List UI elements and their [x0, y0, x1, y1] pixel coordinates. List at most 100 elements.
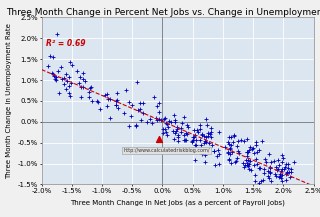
- Point: [157, 138, 162, 141]
- Point: [288, 170, 293, 173]
- Point: [176, 139, 181, 143]
- Point: [202, 141, 207, 145]
- Point: [228, 144, 233, 147]
- Point: [228, 153, 233, 156]
- Point: [50, 72, 55, 76]
- Point: [282, 188, 287, 192]
- Point: [215, 148, 220, 152]
- Point: [248, 159, 253, 163]
- Point: [189, 140, 195, 144]
- Point: [284, 171, 290, 174]
- Point: [209, 126, 214, 130]
- X-axis label: Three Month Change in Net Jobs (as a percent of Payroll Jobs): Three Month Change in Net Jobs (as a per…: [70, 199, 285, 206]
- Point: [193, 139, 198, 142]
- Point: [80, 85, 85, 89]
- Point: [190, 139, 195, 142]
- Y-axis label: Three Month Change in Unemployment Rate: Three Month Change in Unemployment Rate: [6, 23, 12, 179]
- Point: [280, 160, 285, 164]
- Point: [151, 96, 156, 99]
- Point: [268, 165, 273, 169]
- Point: [246, 158, 251, 162]
- Point: [236, 149, 241, 152]
- Point: [256, 148, 261, 152]
- Point: [230, 140, 236, 144]
- Point: [171, 113, 176, 117]
- Point: [80, 77, 85, 80]
- Point: [236, 139, 241, 142]
- Point: [154, 105, 159, 108]
- Point: [181, 138, 187, 142]
- Point: [217, 163, 222, 166]
- Point: [279, 179, 284, 182]
- Point: [253, 143, 259, 146]
- Point: [192, 149, 197, 152]
- Point: [199, 134, 204, 137]
- Point: [98, 107, 103, 110]
- Point: [252, 173, 258, 176]
- Point: [194, 128, 199, 132]
- Point: [253, 141, 259, 144]
- Text: R² = 0.69: R² = 0.69: [46, 39, 86, 48]
- Point: [271, 159, 276, 163]
- Point: [241, 140, 246, 143]
- Point: [162, 128, 167, 131]
- Point: [269, 160, 274, 164]
- Point: [121, 111, 126, 115]
- Point: [115, 91, 120, 95]
- Point: [281, 167, 286, 171]
- Point: [289, 191, 294, 195]
- Point: [163, 122, 168, 125]
- Point: [244, 150, 250, 154]
- Point: [243, 163, 248, 166]
- Point: [245, 150, 251, 153]
- Point: [276, 158, 281, 162]
- Point: [186, 125, 191, 129]
- Point: [275, 184, 280, 187]
- Point: [246, 164, 251, 168]
- Point: [54, 32, 59, 36]
- Point: [227, 136, 232, 139]
- Point: [217, 153, 222, 156]
- Point: [75, 69, 80, 73]
- Point: [68, 81, 73, 85]
- Point: [69, 63, 75, 66]
- Point: [113, 103, 118, 107]
- Point: [66, 75, 71, 78]
- Point: [167, 119, 172, 123]
- Point: [156, 117, 161, 121]
- Point: [168, 120, 173, 123]
- Point: [244, 151, 249, 154]
- Point: [227, 142, 232, 146]
- Point: [278, 169, 284, 173]
- Point: [259, 140, 264, 143]
- Point: [174, 126, 180, 129]
- Point: [205, 134, 211, 137]
- Point: [52, 74, 57, 77]
- Point: [261, 171, 266, 174]
- Point: [114, 99, 119, 103]
- Point: [161, 117, 166, 120]
- Point: [156, 110, 162, 114]
- Point: [126, 101, 132, 104]
- Point: [255, 163, 260, 166]
- Point: [175, 135, 180, 138]
- Point: [68, 94, 73, 97]
- Point: [55, 69, 60, 73]
- Point: [172, 120, 177, 124]
- Point: [105, 97, 110, 101]
- Point: [178, 130, 183, 133]
- Point: [287, 170, 292, 174]
- Point: [185, 123, 190, 127]
- Point: [264, 161, 269, 164]
- Point: [235, 145, 240, 148]
- Point: [191, 128, 196, 131]
- Point: [66, 84, 71, 88]
- Point: [148, 118, 153, 121]
- Point: [237, 152, 242, 155]
- Point: [66, 92, 71, 95]
- Point: [228, 146, 233, 150]
- Point: [164, 133, 169, 137]
- Point: [141, 101, 146, 105]
- Point: [176, 133, 181, 137]
- Point: [226, 158, 231, 162]
